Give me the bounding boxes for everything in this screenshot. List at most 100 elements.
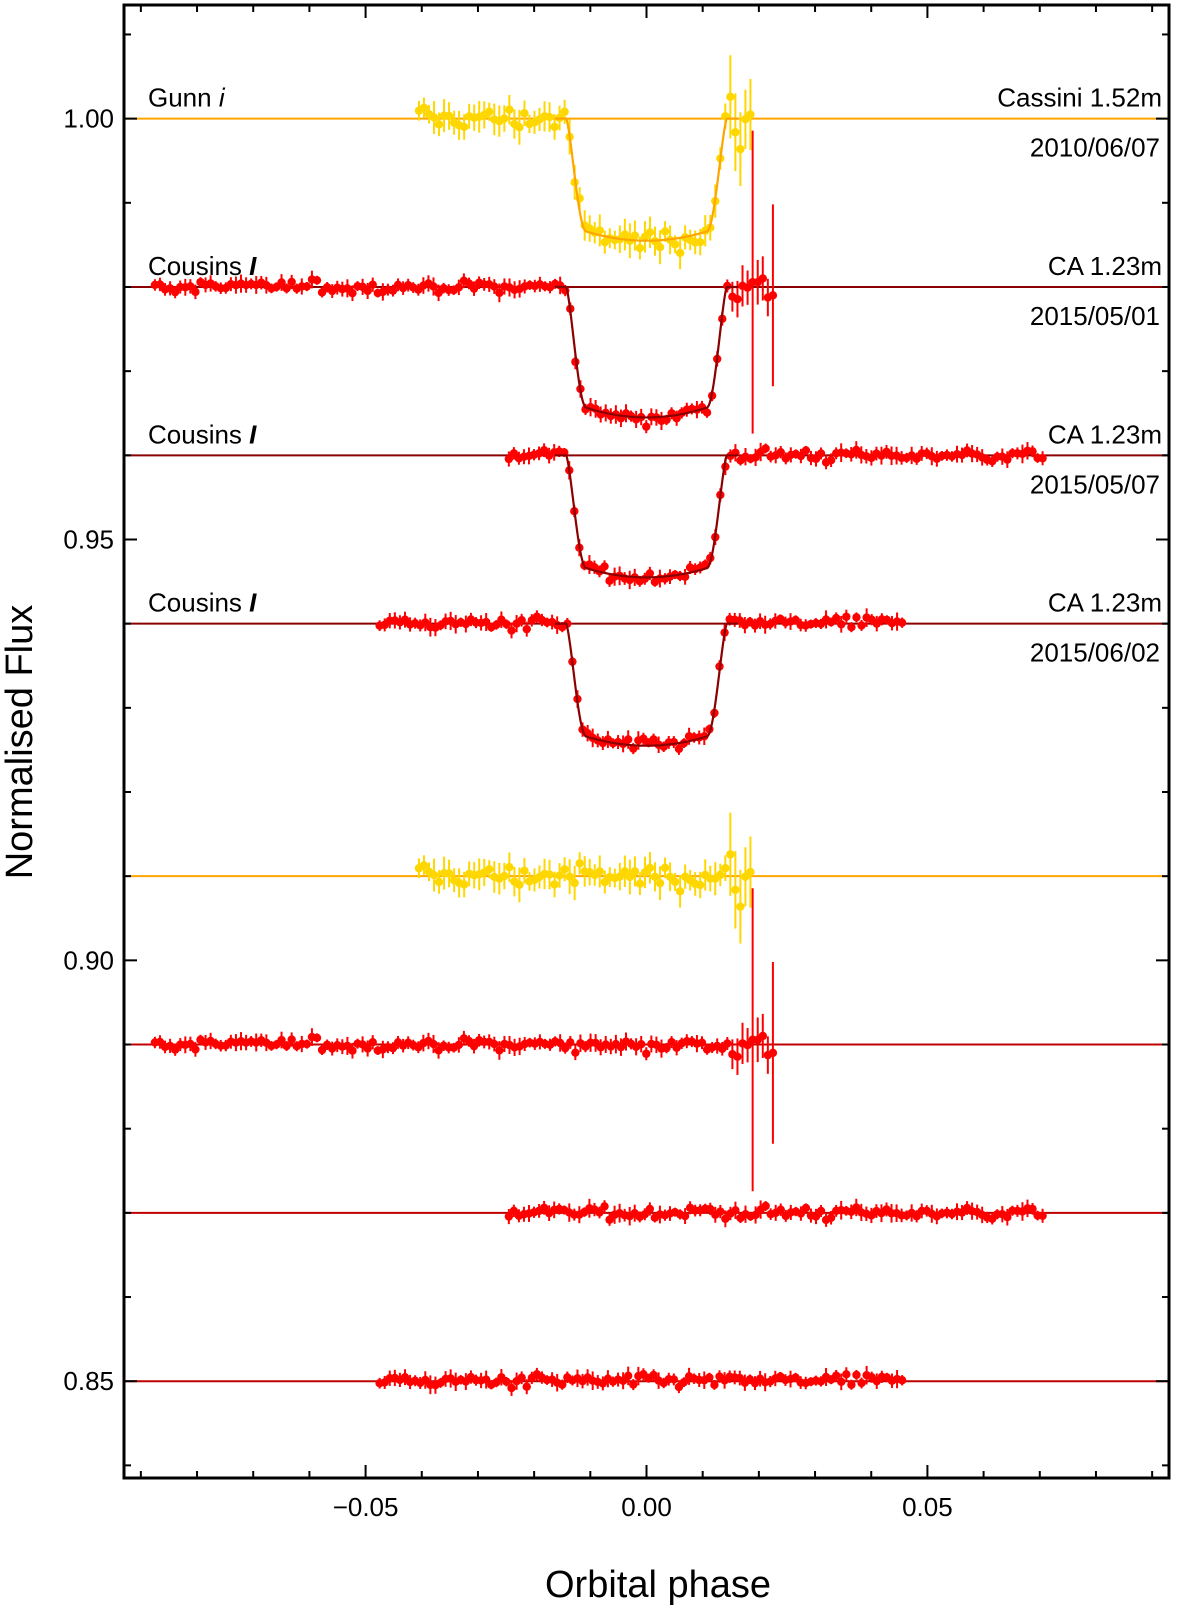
data-point — [505, 862, 514, 872]
data-point — [368, 1038, 377, 1047]
data-point — [560, 865, 569, 874]
data-point — [469, 284, 479, 293]
data-point — [649, 1370, 658, 1380]
data-point — [776, 447, 785, 457]
data-point — [444, 111, 454, 121]
data-point — [317, 288, 327, 297]
data-point — [517, 616, 526, 625]
data-point — [520, 109, 529, 118]
data-point — [191, 287, 200, 297]
data-point — [697, 1038, 707, 1047]
light-curve-series-2 — [124, 130, 1169, 434]
data-point — [502, 619, 511, 629]
date-label: 2015/05/07 — [1030, 469, 1160, 499]
data-point — [454, 283, 464, 292]
data-point — [492, 620, 501, 630]
data-point — [302, 1039, 312, 1049]
data-point — [837, 1377, 846, 1387]
data-point — [696, 237, 705, 247]
data-point — [645, 228, 655, 237]
data-point — [555, 1038, 565, 1048]
light-curve-series-4 — [124, 608, 1169, 755]
transit-model-curve — [554, 622, 739, 747]
data-point — [723, 1039, 732, 1048]
data-point — [545, 870, 554, 879]
data-point — [620, 867, 630, 876]
data-points — [150, 130, 778, 434]
data-point — [635, 243, 645, 253]
data-point — [635, 879, 645, 888]
data-point — [897, 618, 907, 627]
data-point — [1028, 1204, 1037, 1214]
data-point — [721, 863, 730, 873]
data-point — [768, 291, 778, 300]
data-point — [669, 1375, 679, 1384]
data-point — [736, 144, 745, 154]
data-point — [302, 282, 312, 291]
data-point — [630, 231, 640, 240]
data-point — [565, 872, 574, 881]
data-point — [718, 1044, 727, 1053]
data-point — [539, 446, 549, 455]
data-point — [670, 877, 680, 887]
data-point — [674, 744, 684, 754]
data-point — [746, 867, 755, 877]
axes: −0.05 0.00 0.05 0.85 0.90 0.95 1.00 — [63, 3, 1171, 1522]
telescope-label: CA 1.23m — [1048, 419, 1162, 449]
data-point — [434, 877, 444, 887]
date-label: 2015/05/01 — [1030, 301, 1160, 331]
data-points — [504, 1198, 1047, 1228]
data-point — [481, 617, 491, 627]
data-point — [625, 872, 635, 882]
data-point — [502, 1377, 511, 1386]
data-point — [731, 885, 740, 894]
data-point — [758, 1031, 767, 1041]
data-point — [429, 870, 439, 880]
residual-series-1 — [124, 812, 1169, 944]
data-point — [1028, 447, 1037, 456]
data-point — [490, 1039, 499, 1049]
data-point — [170, 1045, 180, 1054]
data-points — [150, 888, 778, 1192]
data-point — [504, 1212, 514, 1221]
data-point — [507, 626, 516, 635]
data-point — [675, 248, 685, 258]
data-point — [368, 280, 377, 289]
filter-label: Cousins I — [148, 251, 257, 281]
data-point — [743, 1041, 752, 1050]
data-point — [522, 1382, 531, 1391]
filter-label: Cousins I — [148, 419, 257, 449]
data-point — [733, 1052, 742, 1061]
date-label: 2010/06/07 — [1030, 133, 1160, 163]
data-point — [515, 123, 524, 132]
y-tick-label: 0.95 — [63, 524, 114, 554]
y-tick-label: 0.90 — [63, 945, 114, 975]
telescope-label: CA 1.23m — [1048, 251, 1162, 281]
data-point — [170, 287, 180, 297]
data-point — [696, 880, 705, 890]
data-point — [702, 408, 712, 417]
data-point — [670, 240, 680, 249]
data-point — [847, 1380, 856, 1389]
data-point — [852, 1370, 861, 1380]
data-point — [816, 449, 826, 458]
data-point — [550, 880, 559, 889]
data-point — [847, 622, 856, 632]
data-point — [629, 1380, 638, 1389]
data-point — [595, 226, 604, 235]
x-tick-label: 0.05 — [902, 1492, 953, 1522]
data-point — [600, 562, 609, 571]
data-point — [575, 859, 584, 868]
data-point — [429, 1039, 438, 1049]
data-point — [645, 863, 655, 873]
data-point — [282, 284, 291, 293]
transit-model-curve — [554, 285, 739, 419]
data-point — [600, 1202, 609, 1211]
data-point — [743, 283, 752, 292]
data-point — [897, 1376, 907, 1385]
data-point — [811, 454, 821, 464]
filter-label: Gunn i — [148, 83, 226, 113]
data-point — [419, 103, 429, 112]
data-point — [751, 453, 760, 462]
